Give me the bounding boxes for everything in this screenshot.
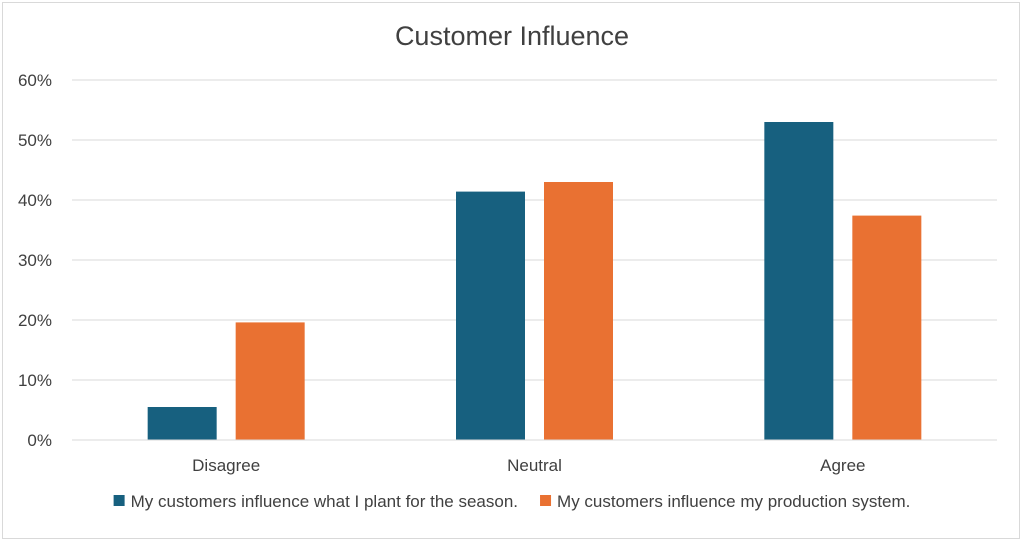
legend: My customers influence what I plant for … xyxy=(113,492,910,511)
legend-item: My customers influence my production sys… xyxy=(540,492,910,511)
y-tick-label: 0% xyxy=(27,431,52,450)
y-axis-ticks: 0% 10% 20% 30% 40% 50% 60% xyxy=(18,71,52,450)
y-tick-label: 50% xyxy=(18,131,52,150)
x-category-label: Neutral xyxy=(507,456,562,475)
x-category-label: Agree xyxy=(820,456,865,475)
y-tick-label: 60% xyxy=(18,71,52,90)
bar-disagree-series-2 xyxy=(235,322,305,440)
bars xyxy=(147,122,922,440)
bar-neutral-series-2 xyxy=(544,182,613,440)
legend-swatch xyxy=(113,495,125,506)
legend-item: My customers influence what I plant for … xyxy=(113,492,518,511)
y-tick-label: 20% xyxy=(18,311,52,330)
bar-disagree-series-1 xyxy=(147,407,217,440)
bar-agree-series-2 xyxy=(852,215,922,440)
y-tick-label: 40% xyxy=(18,191,52,210)
x-category-label: Disagree xyxy=(192,456,260,475)
y-tick-label: 10% xyxy=(18,371,52,390)
bar-agree-series-1 xyxy=(764,122,834,440)
x-axis: Disagree Neutral Agree xyxy=(72,439,997,475)
bar-neutral-series-1 xyxy=(456,191,525,440)
chart-title: Customer Influence xyxy=(395,21,629,51)
legend-label: My customers influence what I plant for … xyxy=(131,492,518,511)
legend-swatch xyxy=(540,495,552,506)
y-tick-label: 30% xyxy=(18,251,52,270)
legend-label: My customers influence my production sys… xyxy=(557,492,910,511)
